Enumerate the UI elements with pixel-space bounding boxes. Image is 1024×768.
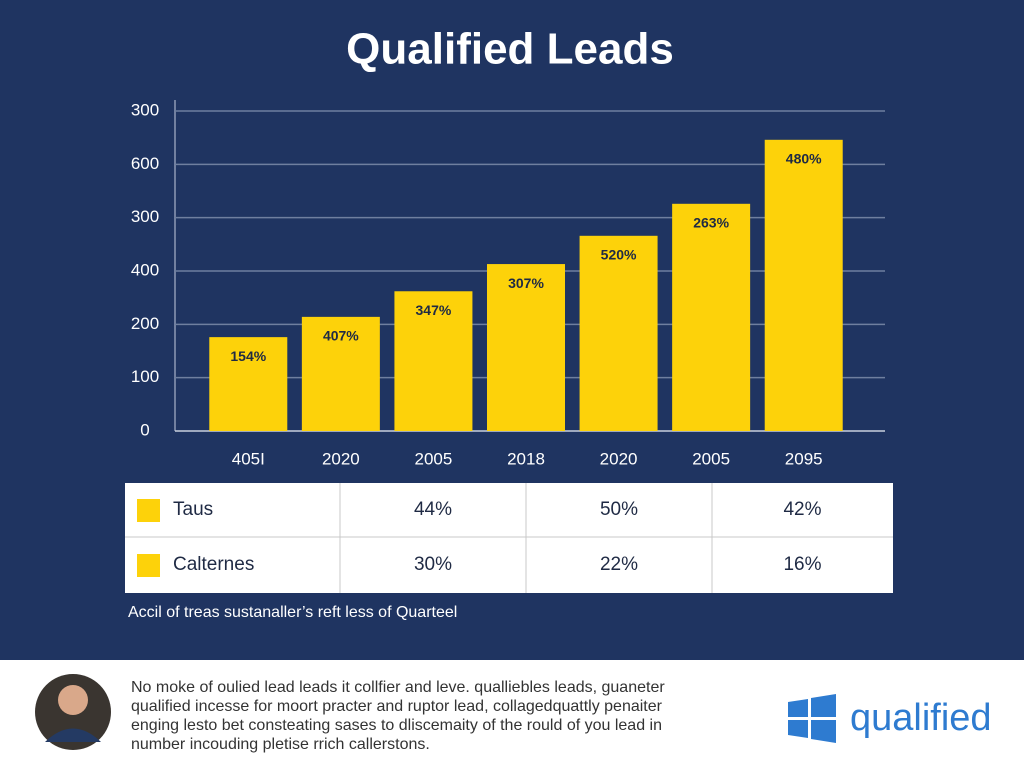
y-tick-label: 0: [140, 420, 149, 439]
caption: Accil of treas sustanaller’s reft less o…: [128, 604, 457, 621]
logo-icon: [788, 694, 836, 743]
y-tick-label: 300: [131, 100, 159, 119]
table-cell: 30%: [414, 554, 452, 575]
table-cell: 44%: [414, 499, 452, 520]
y-tick-label: 300: [131, 207, 159, 226]
table-background: [125, 483, 893, 593]
footer-text: number incouding pletise rrich callersto…: [131, 736, 430, 753]
bar: [487, 264, 565, 431]
bar: [394, 291, 473, 431]
y-tick-label: 200: [131, 314, 159, 333]
footer-background: [0, 660, 1024, 768]
bar: [764, 139, 843, 432]
x-tick-label: 2095: [785, 449, 823, 468]
x-tick-label: 2020: [600, 449, 638, 468]
legend-swatch: [137, 499, 160, 522]
x-tick-label: 2005: [692, 449, 730, 468]
bar-label: 407%: [323, 328, 359, 344]
footer-text: No moke of oulied lead leads it collfier…: [131, 679, 665, 696]
footer-text: qualified incesse for moort practer and …: [131, 698, 663, 715]
bar: [672, 203, 751, 431]
chart-title: Qualified Leads: [346, 25, 674, 74]
x-tick-label: 2005: [415, 449, 453, 468]
avatar-face: [58, 685, 88, 715]
avatar-suit: [45, 728, 101, 742]
y-tick-label: 400: [131, 260, 159, 279]
x-tick-label: 2018: [507, 449, 545, 468]
x-tick-label: 405I: [232, 449, 265, 468]
table-cell: 42%: [783, 499, 821, 520]
bar: [579, 235, 658, 431]
bar-label: 154%: [230, 348, 266, 364]
footer-text: enging lesto bet consteating sases to dl…: [131, 717, 662, 734]
logo-text: qualified: [850, 697, 992, 739]
table-cell: 16%: [783, 554, 821, 575]
bar: [301, 316, 380, 431]
table-cell: 50%: [600, 499, 638, 520]
row-label: Calternes: [173, 554, 254, 575]
bar-label: 347%: [416, 302, 452, 318]
legend-swatch: [137, 554, 160, 577]
bar: [209, 337, 288, 431]
bar-label: 480%: [786, 151, 822, 167]
x-tick-label: 2020: [322, 449, 360, 468]
bar-label: 263%: [693, 215, 729, 231]
y-tick-label: 100: [131, 367, 159, 386]
table-cell: 22%: [600, 554, 638, 575]
bar-label: 307%: [508, 275, 544, 291]
y-tick-label: 600: [131, 154, 159, 173]
row-label: Taus: [173, 499, 213, 520]
bar-label: 520%: [601, 247, 637, 263]
